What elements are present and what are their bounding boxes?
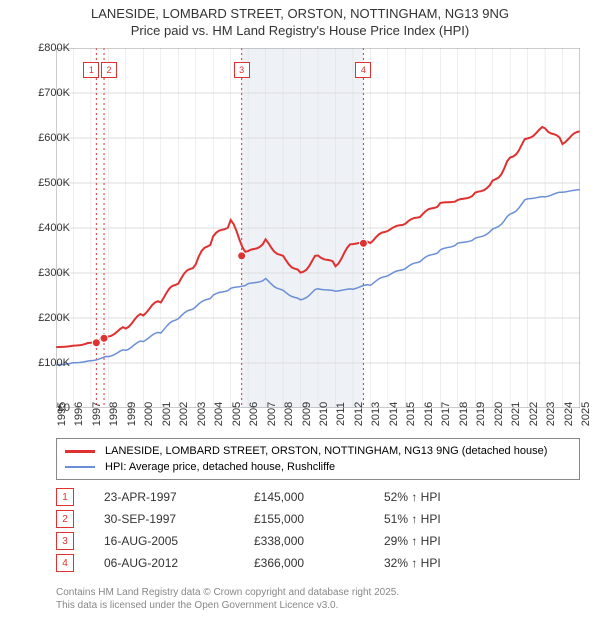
- x-tick-label: 1997: [91, 402, 103, 426]
- y-tick-label: £500K: [20, 177, 70, 189]
- legend-swatch-1: [65, 450, 95, 453]
- x-tick-label: 2005: [231, 402, 243, 426]
- title-line-1: LANESIDE, LOMBARD STREET, ORSTON, NOTTIN…: [0, 6, 600, 23]
- sale-row: 1 23-APR-1997£145,00052% ↑ HPI: [56, 486, 580, 508]
- x-tick-label: 1996: [73, 402, 85, 426]
- sale-row: 4 06-AUG-2012£366,00032% ↑ HPI: [56, 552, 580, 574]
- title-line-2: Price paid vs. HM Land Registry's House …: [0, 23, 600, 40]
- sale-price: £366,000: [254, 556, 384, 570]
- y-tick-label: £200K: [20, 312, 70, 324]
- legend-row: LANESIDE, LOMBARD STREET, ORSTON, NOTTIN…: [65, 443, 571, 459]
- x-tick-label: 2007: [266, 402, 278, 426]
- legend-label-2: HPI: Average price, detached house, Rush…: [105, 461, 335, 473]
- x-tick-label: 1995: [56, 402, 68, 426]
- sale-pct: 32% ↑ HPI: [384, 556, 514, 570]
- y-tick-label: £700K: [20, 87, 70, 99]
- sale-date: 23-APR-1997: [104, 490, 254, 504]
- sales-table: 1 23-APR-1997£145,00052% ↑ HPI 2 30-SEP-199…: [56, 486, 580, 574]
- sale-pct: 52% ↑ HPI: [384, 490, 514, 504]
- marker-number-box: 3: [234, 62, 250, 78]
- x-tick-label: 2006: [248, 402, 260, 426]
- sale-date: 16-AUG-2005: [104, 534, 254, 548]
- x-tick-label: 2018: [458, 402, 470, 426]
- sale-number-badge: 2: [56, 510, 74, 528]
- sale-number-badge: 1: [56, 488, 74, 506]
- legend: LANESIDE, LOMBARD STREET, ORSTON, NOTTIN…: [56, 438, 580, 480]
- sale-number-badge: 3: [56, 532, 74, 550]
- footer-line-1: Contains HM Land Registry data © Crown c…: [56, 586, 399, 599]
- footer-line-2: This data is licensed under the Open Gov…: [56, 599, 399, 612]
- x-tick-label: 2019: [475, 402, 487, 426]
- x-tick-label: 1998: [108, 402, 120, 426]
- x-tick-label: 2017: [440, 402, 452, 426]
- marker-number-box: 2: [101, 62, 117, 78]
- chart-container: LANESIDE, LOMBARD STREET, ORSTON, NOTTIN…: [0, 0, 600, 620]
- sale-price: £155,000: [254, 512, 384, 526]
- x-tick-label: 1999: [126, 402, 138, 426]
- sale-price: £338,000: [254, 534, 384, 548]
- legend-row: HPI: Average price, detached house, Rush…: [65, 459, 571, 475]
- sale-price: £145,000: [254, 490, 384, 504]
- marker-number-box: 4: [355, 62, 371, 78]
- sale-pct: 51% ↑ HPI: [384, 512, 514, 526]
- sale-date: 30-SEP-1997: [104, 512, 254, 526]
- x-tick-label: 2025: [580, 402, 592, 426]
- price-chart: [56, 48, 580, 408]
- attribution-footer: Contains HM Land Registry data © Crown c…: [56, 586, 399, 612]
- x-tick-label: 2014: [388, 402, 400, 426]
- x-tick-label: 2001: [161, 402, 173, 426]
- sale-date: 06-AUG-2012: [104, 556, 254, 570]
- x-tick-label: 2002: [178, 402, 190, 426]
- sale-number-badge: 4: [56, 554, 74, 572]
- x-tick-label: 2023: [545, 402, 557, 426]
- y-tick-label: £400K: [20, 222, 70, 234]
- x-tick-label: 2024: [563, 402, 575, 426]
- x-tick-label: 2013: [370, 402, 382, 426]
- x-tick-label: 2012: [353, 402, 365, 426]
- marker-number-box: 1: [83, 62, 99, 78]
- x-tick-label: 2011: [335, 402, 347, 426]
- x-tick-label: 2022: [528, 402, 540, 426]
- y-tick-label: £600K: [20, 132, 70, 144]
- x-tick-label: 2000: [143, 402, 155, 426]
- chart-title: LANESIDE, LOMBARD STREET, ORSTON, NOTTIN…: [0, 0, 600, 40]
- sale-pct: 29% ↑ HPI: [384, 534, 514, 548]
- sale-row: 3 16-AUG-2005£338,00029% ↑ HPI: [56, 530, 580, 552]
- legend-label-1: LANESIDE, LOMBARD STREET, ORSTON, NOTTIN…: [105, 445, 547, 457]
- y-tick-label: £800K: [20, 42, 70, 54]
- y-tick-label: £100K: [20, 357, 70, 369]
- y-tick-label: £300K: [20, 267, 70, 279]
- x-tick-label: 2016: [423, 402, 435, 426]
- x-tick-label: 2010: [318, 402, 330, 426]
- x-tick-label: 2020: [493, 402, 505, 426]
- x-tick-label: 2003: [196, 402, 208, 426]
- x-tick-label: 2004: [213, 402, 225, 426]
- x-tick-label: 2015: [405, 402, 417, 426]
- sale-row: 2 30-SEP-1997£155,00051% ↑ HPI: [56, 508, 580, 530]
- x-tick-label: 2008: [283, 402, 295, 426]
- x-tick-label: 2009: [301, 402, 313, 426]
- legend-swatch-2: [65, 466, 95, 468]
- x-tick-label: 2021: [510, 402, 522, 426]
